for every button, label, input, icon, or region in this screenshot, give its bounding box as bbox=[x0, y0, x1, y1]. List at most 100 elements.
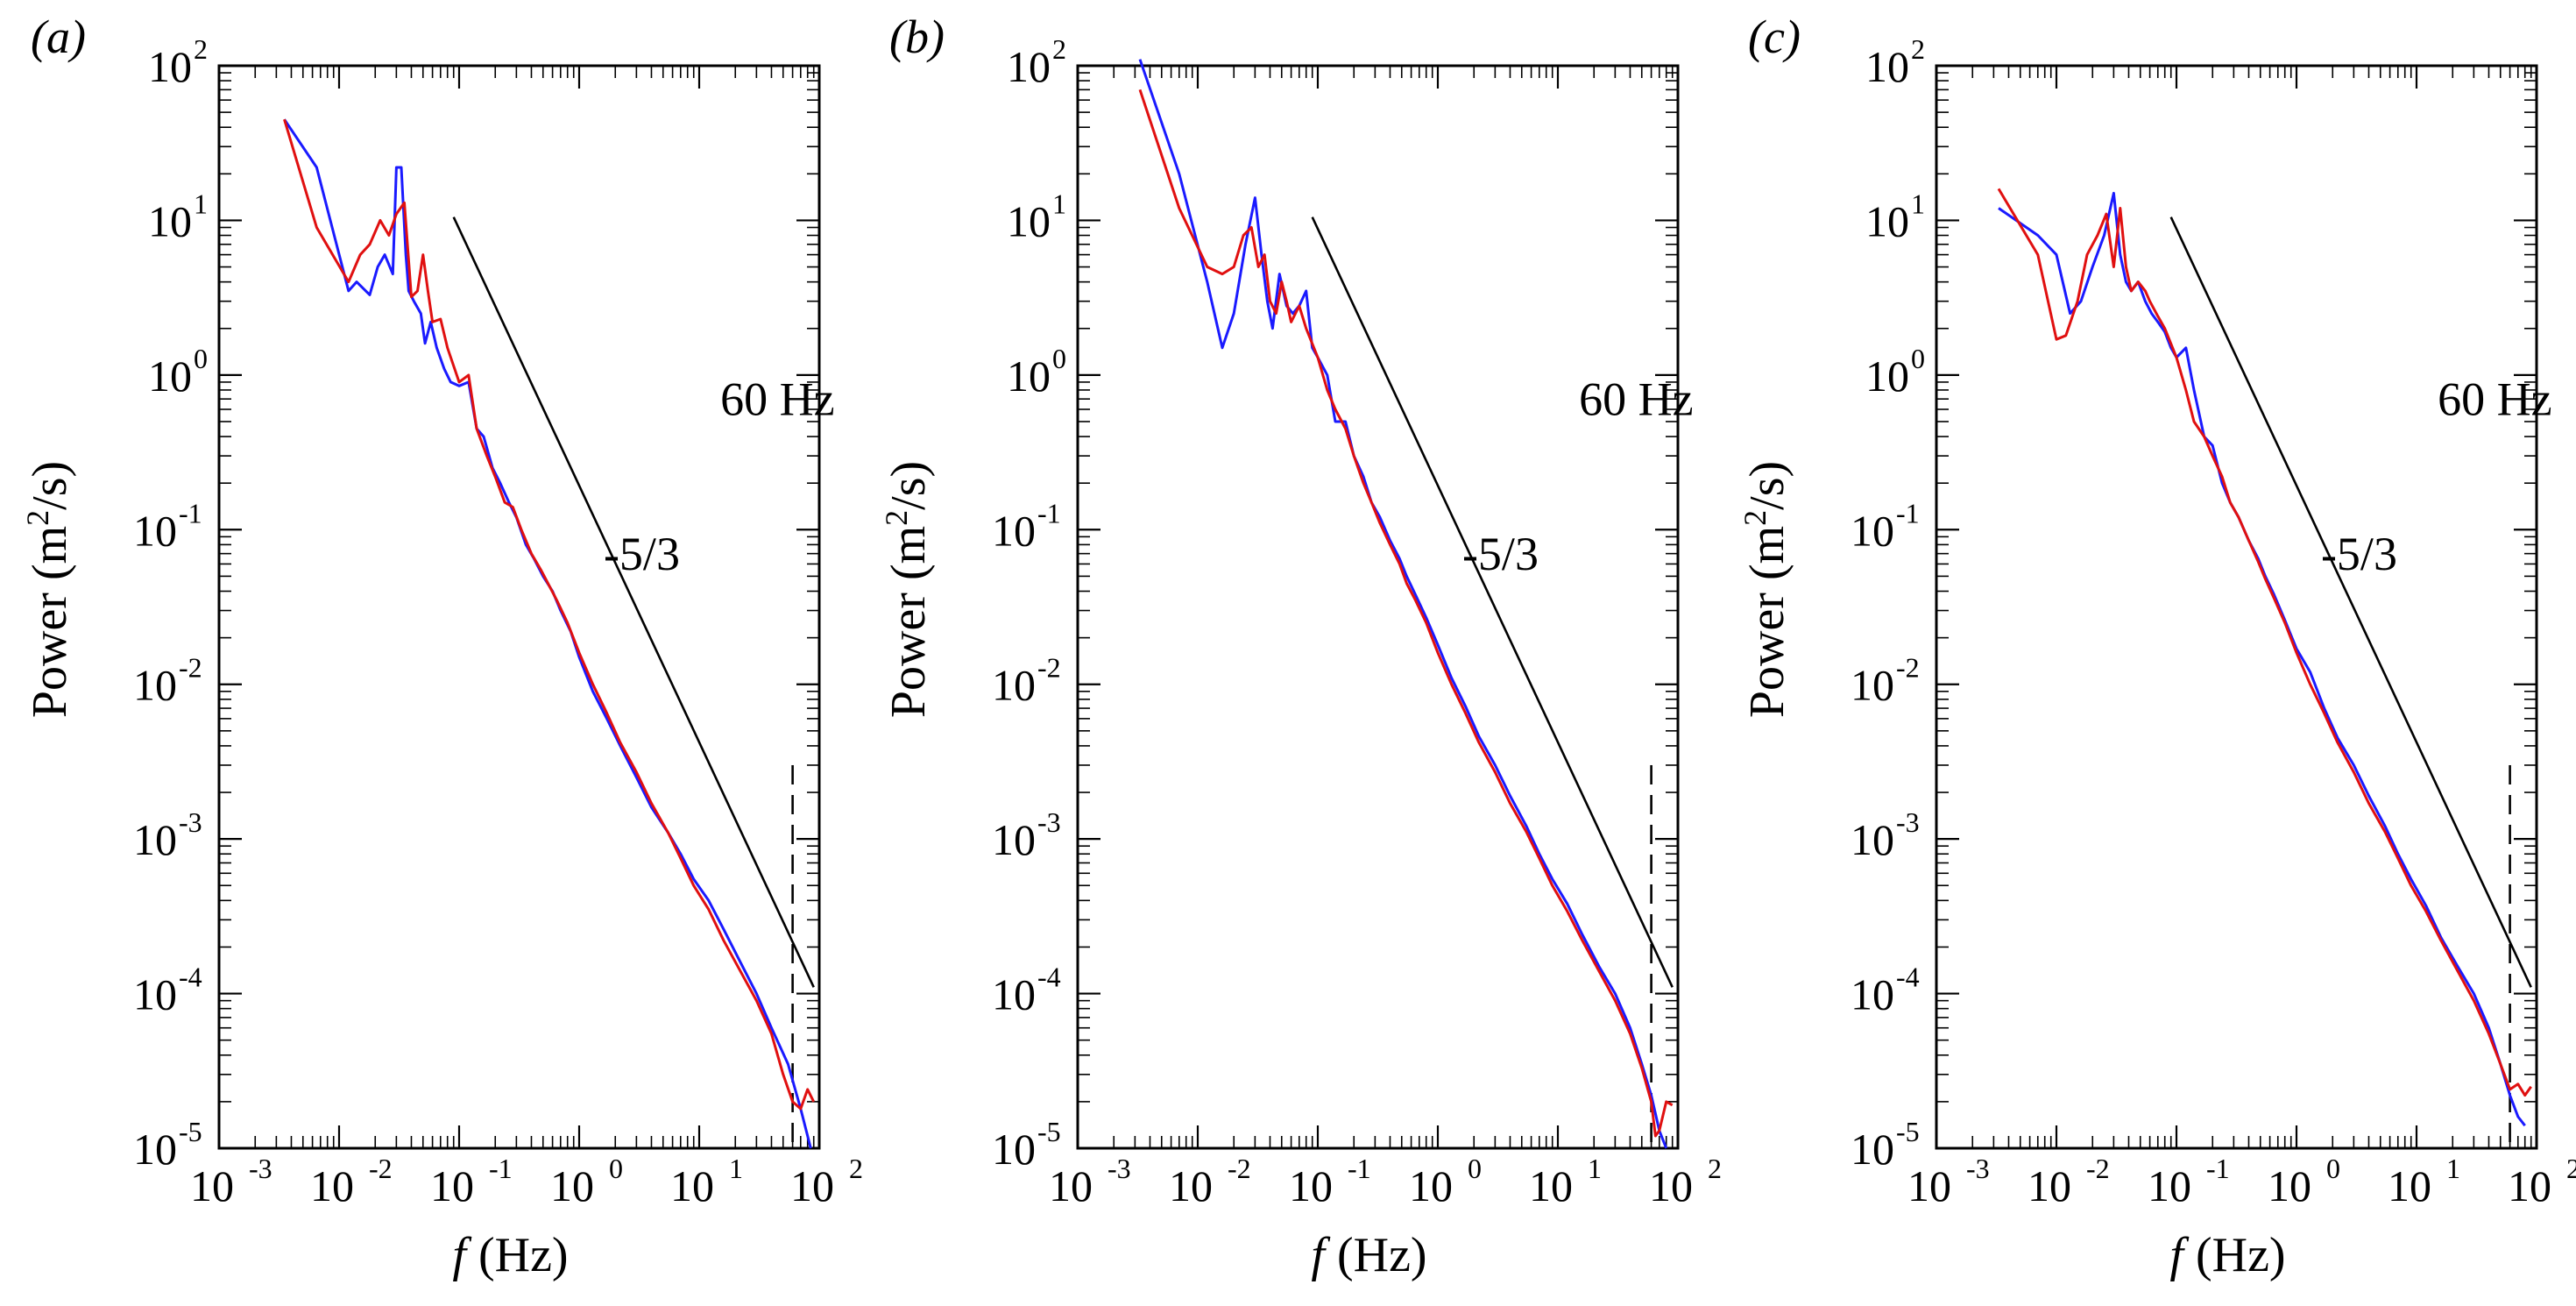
x-tick-exponent: 2 bbox=[849, 1153, 863, 1184]
y-tick-exponent: -2 bbox=[179, 652, 202, 684]
y-tick-label: 10 bbox=[1865, 42, 1909, 91]
cutoff-label: 60 Hz bbox=[720, 373, 834, 426]
y-tick-label: 10 bbox=[992, 1125, 1036, 1174]
y-tick-exponent: 0 bbox=[1052, 343, 1066, 374]
x-tick-label: 10 bbox=[1289, 1161, 1333, 1210]
slope-label: -5/3 bbox=[604, 528, 680, 580]
slope-label: -5/3 bbox=[1462, 528, 1539, 580]
x-tick-exponent: -3 bbox=[249, 1153, 272, 1184]
plot-frame bbox=[217, 64, 821, 1150]
y-tick-exponent: 2 bbox=[1911, 33, 1925, 65]
y-tick-label: 10 bbox=[1851, 1125, 1894, 1174]
y-tick-exponent: 2 bbox=[194, 33, 208, 65]
x-tick-label: 10 bbox=[1529, 1161, 1573, 1210]
x-tick-label: 10 bbox=[550, 1161, 594, 1210]
x-tick-exponent: -2 bbox=[2086, 1153, 2110, 1184]
x-tick-label: 10 bbox=[1907, 1161, 1951, 1210]
series-blue bbox=[1138, 59, 1668, 1149]
plot-frame bbox=[1076, 64, 1680, 1150]
slope-reference-line bbox=[1311, 216, 1674, 988]
y-tick-label: 10 bbox=[133, 970, 177, 1019]
x-tick-exponent: 1 bbox=[729, 1153, 743, 1184]
y-tick-exponent: -3 bbox=[1037, 806, 1061, 838]
series-red bbox=[1997, 188, 2532, 1097]
y-tick-exponent: -5 bbox=[1896, 1116, 1920, 1147]
x-tick-label: 10 bbox=[310, 1161, 354, 1210]
cutoff-label: 60 Hz bbox=[1579, 373, 1693, 426]
y-tick-exponent: -3 bbox=[1896, 806, 1920, 838]
y-tick-label: 10 bbox=[1851, 661, 1894, 710]
y-axis-title: Power (m2/s) bbox=[1737, 461, 1794, 718]
y-tick-exponent: -1 bbox=[1037, 497, 1061, 529]
y-tick-exponent: 1 bbox=[1052, 188, 1066, 219]
x-tick-label: 10 bbox=[2508, 1161, 2551, 1210]
y-tick-exponent: -5 bbox=[179, 1116, 202, 1147]
y-tick-exponent: -2 bbox=[1037, 652, 1061, 684]
y-tick-label: 10 bbox=[1007, 196, 1051, 245]
y-tick-exponent: -2 bbox=[1896, 652, 1920, 684]
x-tick-label: 10 bbox=[2388, 1161, 2431, 1210]
y-tick-exponent: -4 bbox=[1037, 962, 1061, 993]
x-tick-label: 10 bbox=[670, 1161, 714, 1210]
chart-panel-a: 10 -3 10 -2 10 -1 10 0 10 1 10 210 -510 -410 -310 -210-… bbox=[20, 11, 863, 1282]
y-tick-exponent: -5 bbox=[1037, 1116, 1061, 1147]
panel-label: (c) bbox=[1748, 11, 1801, 63]
y-tick-exponent: 0 bbox=[194, 343, 208, 374]
slope-reference-line bbox=[452, 216, 815, 988]
y-tick-label: 10 bbox=[1865, 351, 1909, 401]
y-tick-exponent: -1 bbox=[179, 497, 202, 529]
y-tick-exponent: 2 bbox=[1052, 33, 1066, 65]
x-axis-title: f (Hz) bbox=[1311, 1228, 1426, 1282]
x-tick-label: 10 bbox=[1169, 1161, 1213, 1210]
x-tick-exponent: 1 bbox=[1588, 1153, 1602, 1184]
x-tick-label: 10 bbox=[2148, 1161, 2191, 1210]
y-tick-label: 10 bbox=[133, 506, 177, 555]
y-tick-label: 10 bbox=[992, 506, 1036, 555]
series-blue bbox=[1998, 191, 2526, 1127]
x-tick-label: 10 bbox=[1649, 1161, 1693, 1210]
plot-frame bbox=[1935, 64, 2538, 1150]
x-tick-exponent: 2 bbox=[2566, 1153, 2576, 1184]
y-tick-label: 10 bbox=[133, 815, 177, 864]
y-tick-label: 10 bbox=[148, 42, 192, 91]
x-tick-exponent: -2 bbox=[1228, 1153, 1251, 1184]
x-tick-label: 10 bbox=[1409, 1161, 1453, 1210]
y-tick-label: 10 bbox=[148, 196, 192, 245]
x-tick-label: 10 bbox=[1049, 1161, 1093, 1210]
y-tick-label: 10 bbox=[1007, 351, 1051, 401]
x-tick-exponent: -3 bbox=[1966, 1153, 1990, 1184]
y-tick-exponent: 1 bbox=[194, 188, 208, 219]
y-tick-label: 10 bbox=[1851, 506, 1894, 555]
x-tick-exponent: -3 bbox=[1108, 1153, 1131, 1184]
y-tick-label: 10 bbox=[148, 351, 192, 401]
x-tick-label: 10 bbox=[190, 1161, 234, 1210]
y-tick-label: 10 bbox=[1851, 970, 1894, 1019]
x-tick-exponent: -2 bbox=[369, 1153, 393, 1184]
chart-panel-c: 10 -3 10 -2 10 -1 10 0 10 1 10 210 -510 -410 -310 -210-… bbox=[1737, 11, 2576, 1282]
y-tick-label: 10 bbox=[1007, 42, 1051, 91]
y-tick-exponent: 0 bbox=[1911, 343, 1925, 374]
y-axis-title: Power (m2/s) bbox=[20, 461, 77, 718]
series-red bbox=[1138, 89, 1674, 1138]
y-tick-exponent: -3 bbox=[179, 806, 202, 838]
y-tick-label: 10 bbox=[133, 1125, 177, 1174]
panel-label: (b) bbox=[889, 11, 945, 63]
x-tick-label: 10 bbox=[790, 1161, 834, 1210]
y-tick-label: 10 bbox=[1851, 815, 1894, 864]
x-tick-exponent: 0 bbox=[609, 1153, 623, 1184]
y-tick-exponent: -4 bbox=[179, 962, 202, 993]
x-tick-exponent: -1 bbox=[1348, 1153, 1371, 1184]
x-axis-title: f (Hz) bbox=[2169, 1228, 2285, 1282]
x-axis-title: f (Hz) bbox=[452, 1228, 568, 1282]
slope-label: -5/3 bbox=[2321, 528, 2397, 580]
x-tick-exponent: 1 bbox=[2446, 1153, 2460, 1184]
series-red bbox=[283, 118, 816, 1111]
x-tick-exponent: 0 bbox=[2326, 1153, 2340, 1184]
x-tick-label: 10 bbox=[430, 1161, 474, 1210]
slope-reference-line bbox=[2169, 216, 2532, 988]
y-tick-label: 10 bbox=[992, 970, 1036, 1019]
x-tick-label: 10 bbox=[2028, 1161, 2071, 1210]
x-tick-exponent: 2 bbox=[1708, 1153, 1722, 1184]
chart-panel-b: 10 -3 10 -2 10 -1 10 0 10 1 10 210 -510 -410 -310 -210-… bbox=[879, 11, 1722, 1282]
